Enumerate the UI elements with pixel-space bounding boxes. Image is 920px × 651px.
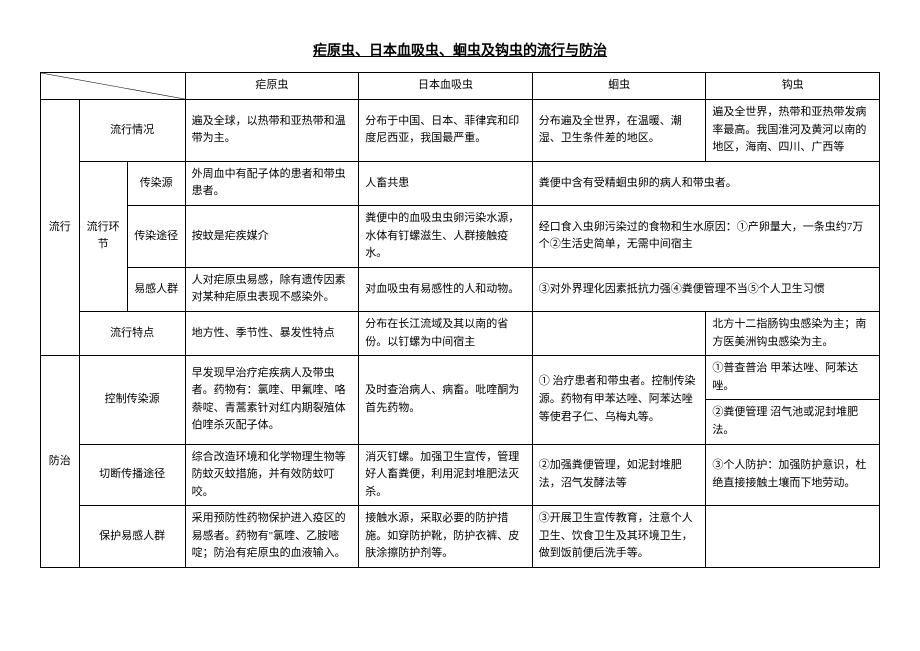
cell — [706, 506, 880, 568]
cell: 外周血中有配子体的患者和带虫患者。 — [185, 161, 359, 205]
col-header: 蛔虫 — [532, 73, 706, 100]
row-label: 切断传播途径 — [79, 444, 185, 506]
cell: 早发现早治疗疟疾病人及带虫者。药物有：氯喹、甲氟喹、咯萘啶、青蒿素针对红内期裂殖… — [185, 356, 359, 444]
col-header: 日本血吸虫 — [359, 73, 533, 100]
cell: 人对疟原虫易感，除有遗传因素对某种疟原虫表现不感染外。 — [185, 267, 359, 311]
cell: 及时查治病人、病畜。吡喹酮为首先药物。 — [359, 356, 533, 444]
cell: 对血吸虫有易感性的人和动物。 — [359, 267, 533, 311]
cell: 采用预防性药物保护进入疫区的易感者。药物有"氯喹、乙胺嘧啶；防治有疟原虫的血液输… — [185, 506, 359, 568]
row-label: 传染途径 — [127, 205, 185, 267]
cell: ②粪便管理 沼气池或泥封堆肥法。 — [706, 400, 880, 444]
cell: 分布在长江流域及其以南的省份。以钉螺为中间宿主 — [359, 311, 533, 355]
cell: 遍及全球，以热带和亚热带和温带为主。 — [185, 100, 359, 162]
main-table: 疟原虫 日本血吸虫 蛔虫 钩虫 流行 流行情况 遍及全球，以热带和亚热带和温带为… — [40, 72, 880, 568]
col-header: 疟原虫 — [185, 73, 359, 100]
row-label: 流行特点 — [79, 311, 185, 355]
cell: 分布遍及全世界，在温暖、潮湿、卫生条件差的地区。 — [532, 100, 706, 162]
row-label: 控制传染源 — [79, 356, 185, 444]
cell: 粪便中的血吸虫虫卵污染水源，水体有钉螺滋生、人群接触疫水。 — [359, 205, 533, 267]
cell: ① 治疗患者和带虫者。控制传染源。药物有甲苯达唑、阿苯达唑等使君子仁、乌梅丸等。 — [532, 356, 706, 444]
cell: 分布于中国、日本、菲律宾和印度尼西亚，我国最严重。 — [359, 100, 533, 162]
row-label: 易感人群 — [127, 267, 185, 311]
cell: 综合改造环境和化学物理生物等防蚊灭蚊措施，并有效防蚊叮咬。 — [185, 444, 359, 506]
cell: 按蚊是疟疾媒介 — [185, 205, 359, 267]
cell: 粪便中含有受精蛔虫卵的病人和带虫者。 — [532, 161, 879, 205]
row-label: 流行情况 — [79, 100, 185, 162]
cell: ①普查普治 甲苯达唑、阿苯达唑。 — [706, 356, 880, 400]
cell: ③个人防护：加强防护意识，杜绝直接接触土壤而下地劳动。 — [706, 444, 880, 506]
row-label: 传染源 — [127, 161, 185, 205]
cell: 消灭钉螺。加强卫生宣传，管理好人畜粪便，利用泥封堆肥法灭杀。 — [359, 444, 533, 506]
row-label: 流行环节 — [79, 161, 127, 311]
cell: ③开展卫生宣传教育，注意个人卫生、饮食卫生及其环境卫生，做到饭前便后洗手等。 — [532, 506, 706, 568]
cell: 遍及全世界，热带和亚热带发病率最高。我国淮河及黄河以南的地区，海南、四川、广西等 — [706, 100, 880, 162]
cell: ②加强粪便管理，如泥封堆肥法，沼气发酵法等 — [532, 444, 706, 506]
cell: 经口食入虫卵污染过的食物和生水原因：①产卵量大，一条虫约7万个②生活史简单，无需… — [532, 205, 879, 267]
cell — [532, 311, 706, 355]
col-header: 钩虫 — [706, 73, 880, 100]
group-label: 防治 — [41, 356, 80, 568]
row-label: 保护易感人群 — [79, 506, 185, 568]
cell: 接触水源，采取必要的防护措施。如穿防护靴，防护衣裤、皮肤涂擦防护剂等。 — [359, 506, 533, 568]
cell: 人畜共患 — [359, 161, 533, 205]
cell: 北方十二指肠钩虫感染为主；南方医美洲钩虫感染为主。 — [706, 311, 880, 355]
diagonal-header — [41, 73, 186, 100]
group-label: 流行 — [41, 100, 80, 356]
page-title: 疟原虫、日本血吸虫、蛔虫及钩虫的流行与防治 — [40, 40, 880, 60]
cell: ③对外界理化因素抵抗力强④粪便管理不当⑤个人卫生习惯 — [532, 267, 879, 311]
cell: 地方性、季节性、暴发性特点 — [185, 311, 359, 355]
